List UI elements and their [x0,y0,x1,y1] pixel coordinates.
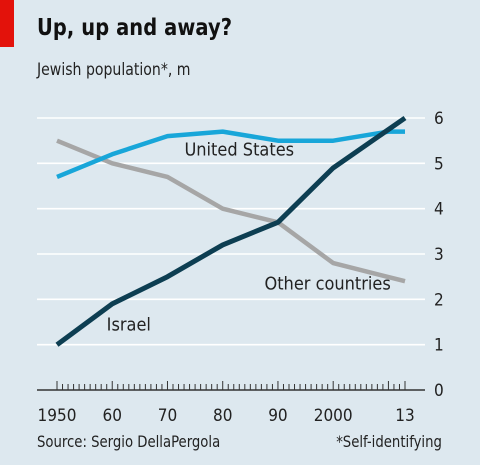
brand-tag [0,0,14,47]
series-line-israel [55,115,407,347]
x-tick-label: 1950 [38,406,77,426]
x-tick-label: 2000 [314,406,353,426]
series-label-other-countries: Other countries [264,273,390,294]
x-tick-label: 80 [213,406,232,426]
x-axis [37,381,425,391]
series-label-israel: Israel [107,314,151,335]
footnote: *Self-identifying [336,432,442,451]
y-tick-label: 3 [434,245,444,265]
x-tick-label: 13 [395,406,414,426]
x-tick-label: 60 [103,406,122,426]
x-tick-label: 70 [158,406,177,426]
chart-subtitle: Jewish population*, m [37,60,191,80]
y-tick-label: 5 [434,154,444,174]
y-tick-label: 2 [434,290,444,310]
y-tick-label: 1 [434,336,444,356]
tick-labels: 0 1 2 3 4 5 6 1950 60 70 80 90 2000 13 United States Ot… [38,109,444,426]
series-line-other-countries [56,138,406,284]
y-tick-label: 6 [434,109,444,129]
source-note: Source: Sergio DellaPergola [37,432,221,451]
chart-title: Up, up and away? [37,15,233,41]
series-label-united-states: United States [184,140,294,161]
series-lines [55,115,407,347]
y-tick-label: 0 [434,381,444,401]
x-tick-label: 90 [268,406,287,426]
y-tick-label: 4 [434,200,444,220]
